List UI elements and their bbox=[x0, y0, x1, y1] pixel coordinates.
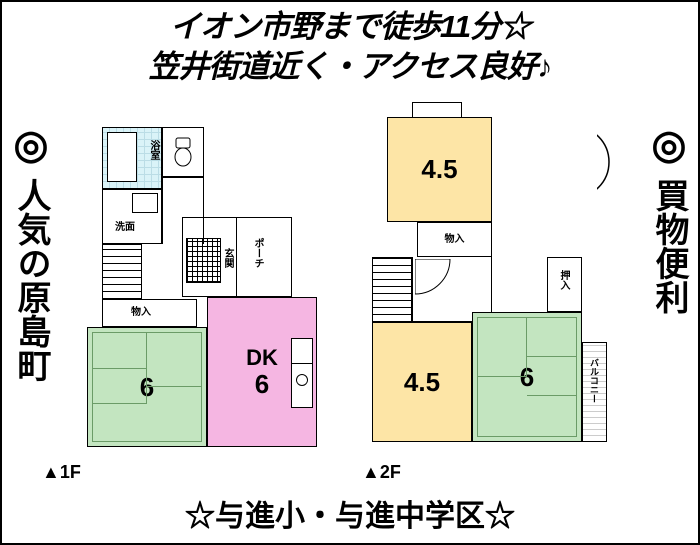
f1-storage-label: 物入 bbox=[131, 308, 151, 318]
f1-wc bbox=[162, 127, 204, 177]
f2-storage: 物入 bbox=[417, 222, 492, 257]
f2-tatami-6: 6 bbox=[472, 312, 582, 442]
right-circle-mark: ◎ bbox=[653, 122, 685, 168]
side-text-right: ◎ 買物便利 bbox=[652, 122, 686, 314]
floor-1: 浴室 洗面 玄関 ポーチ 物入 bbox=[87, 127, 327, 457]
header-line-1: イオン市野まで徒歩11分☆ bbox=[12, 7, 688, 47]
f1-entry: 玄関 bbox=[182, 217, 237, 297]
floor-plans: 浴室 洗面 玄関 ポーチ 物入 bbox=[77, 102, 623, 482]
f2-closet-label: 押入 bbox=[558, 270, 568, 290]
f2-room-45-top: 4.5 bbox=[387, 117, 492, 222]
f2-top-bump bbox=[412, 102, 462, 117]
f1-stairs bbox=[102, 244, 142, 299]
right-text: 買物便利 bbox=[650, 178, 688, 314]
header-line-2: 笠井街道近く・アクセス良好♪ bbox=[12, 47, 688, 87]
f2-room-45-top-size: 4.5 bbox=[421, 155, 457, 184]
f2-balcony-label: バルコニー bbox=[589, 358, 598, 403]
door-arc-icon bbox=[415, 259, 455, 299]
f1-wash: 洗面 bbox=[102, 189, 162, 244]
floor-2-label: ▲2F bbox=[362, 462, 401, 483]
f1-bath: 浴室 bbox=[102, 127, 162, 189]
floor-2: 4.5 物入 4.5 押入 6 bbox=[367, 117, 597, 462]
side-text-left: ◎ 人気の原島町 bbox=[14, 122, 48, 382]
f2-room-45-bottom: 4.5 bbox=[372, 322, 472, 442]
f2-room-45-bottom-size: 4.5 bbox=[404, 368, 440, 397]
toilet-icon bbox=[172, 137, 194, 167]
f1-porch-label: ポーチ bbox=[252, 238, 262, 268]
f1-storage: 物入 bbox=[102, 299, 197, 327]
f2-closet: 押入 bbox=[547, 257, 582, 312]
left-text: 人気の原島町 bbox=[12, 178, 50, 382]
floor-1-label: ▲1F bbox=[42, 462, 81, 483]
f2-balcony: バルコニー bbox=[582, 342, 607, 442]
left-circle-mark: ◎ bbox=[15, 122, 47, 168]
f1-entry-label: 玄関 bbox=[222, 248, 232, 268]
f1-porch: ポーチ bbox=[237, 217, 292, 297]
footer-text: ☆与進小・与進中学区☆ bbox=[185, 500, 515, 533]
f2-storage-label: 物入 bbox=[445, 235, 465, 245]
footer: ☆与進小・与進中学区☆ bbox=[2, 491, 698, 535]
f1-wash-label: 洗面 bbox=[115, 223, 135, 233]
f1-dk-size: 6 bbox=[255, 370, 269, 399]
f1-bath-label: 浴室 bbox=[148, 140, 158, 160]
f2-stairs bbox=[372, 257, 412, 322]
f1-tatami-6: 6 bbox=[87, 327, 207, 447]
f1-dk: DK 6 bbox=[207, 297, 317, 447]
header: イオン市野まで徒歩11分☆ 笠井街道近く・アクセス良好♪ bbox=[2, 2, 698, 88]
f1-dk-label: DK bbox=[246, 346, 278, 370]
